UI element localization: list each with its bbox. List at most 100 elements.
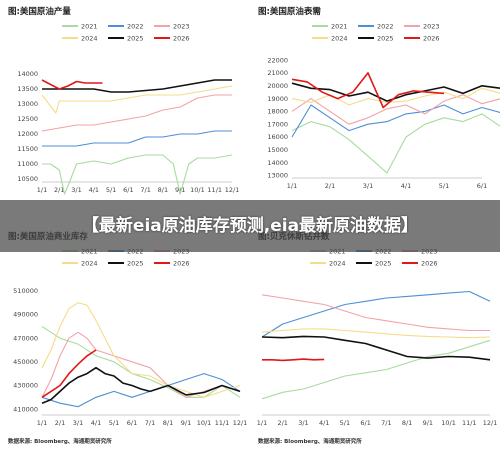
y-tick-label: 11000 (17, 160, 38, 168)
legend-item: 2024 (310, 260, 346, 268)
legend-item: 2026 (402, 260, 438, 268)
x-tick-label: 11/1 (215, 419, 230, 427)
legend-label: 2026 (423, 35, 440, 43)
legend-item: 2024 (62, 260, 98, 268)
y-tick-label: 13000 (267, 172, 288, 180)
legend-label: 2023 (173, 23, 190, 31)
x-tick-label: 1/1 (257, 419, 267, 427)
x-tick-label: 9/1 (423, 419, 433, 427)
y-tick-label: 15000 (267, 146, 288, 154)
series-line-2025 (261, 335, 491, 361)
legend-label: 2021 (81, 23, 98, 31)
legend-item: 2024 (62, 35, 98, 43)
legend-label: 2026 (173, 260, 190, 268)
series-line-2022 (261, 290, 491, 338)
chart-baker-hughes-rigs: 图:贝克休斯钻井数2021202220232024202520261/12/13… (257, 231, 498, 445)
x-tick-label: 7/1 (145, 419, 155, 427)
legend-label: 2022 (377, 23, 394, 31)
x-tick-label: 3/1 (71, 186, 81, 194)
x-tick-label: 1/1 (37, 419, 47, 427)
y-tick-label: 13500 (17, 85, 38, 93)
y-tick-label: 17000 (267, 120, 288, 128)
x-tick-label: 2/1 (325, 182, 335, 190)
legend-label: 2025 (127, 35, 144, 43)
chart-title: 图:美国原油表需 (258, 6, 321, 17)
legend-item: 2022 (358, 23, 394, 31)
y-tick-label: 410000 (13, 405, 38, 413)
legend-item: 2026 (154, 260, 190, 268)
series-line-2022 (291, 104, 500, 138)
x-tick-label: 11/1 (462, 419, 477, 427)
x-tick-label: 7/1 (140, 186, 150, 194)
y-tick-label: 13000 (17, 100, 38, 108)
legend-item: 2024 (312, 35, 348, 43)
legend-item: 2023 (154, 23, 190, 31)
x-tick-label: 6/1 (123, 186, 133, 194)
series-line-2024 (41, 85, 233, 114)
y-tick-label: 19000 (267, 95, 288, 103)
chart-panel-demand: 图:美国原油表需 2021 2022 2023 2024 2025 2026 13000 140… (250, 0, 500, 225)
legend-item: 2023 (404, 23, 440, 31)
x-tick-label: 4/1 (91, 419, 101, 427)
x-tick-label: 8/1 (402, 419, 412, 427)
legend-item: 2026 (154, 35, 190, 43)
series-line-2022 (42, 130, 232, 147)
series-line-2021 (291, 113, 500, 174)
data-source-note: 数据来源: Bloomberg、海通期货研究所 (8, 437, 112, 445)
x-tick-label: 9/1 (181, 419, 191, 427)
series-line-2023 (291, 94, 500, 125)
y-tick-label: 14000 (267, 159, 288, 167)
y-tick-label: 470000 (13, 334, 38, 342)
series-line-2021 (42, 154, 233, 195)
title-banner: 【最新eia原油库存预测,eia最新原油数据】 (0, 200, 500, 252)
legend-label: 2021 (331, 23, 348, 31)
series-line-2025 (42, 79, 232, 93)
series-line-2026 (262, 358, 325, 362)
series-line-2021 (41, 325, 241, 398)
y-tick-label: 20000 (267, 82, 288, 90)
legend-label: 2025 (127, 260, 144, 268)
legend-label: 2024 (81, 260, 98, 268)
chart-us-commercial-inventory: 图:美国原油商业库存202120222023202420252026410000… (8, 231, 248, 445)
x-tick-label: 12/1 (233, 419, 248, 427)
y-tick-label: 510000 (13, 287, 38, 295)
series-line-2025 (291, 82, 500, 102)
x-tick-label: 2/1 (55, 419, 65, 427)
chart-us-crude-production: 图:美国原油产量 2021 2022 2023 2024 2025 2026 10500 110… (8, 6, 239, 195)
y-tick-label: 490000 (13, 311, 38, 319)
series-line-2026 (41, 349, 97, 398)
series-line-2022 (41, 373, 241, 408)
x-tick-label: 2/1 (54, 186, 64, 194)
x-tick-label: 8/1 (163, 419, 173, 427)
legend-item: 2025 (356, 260, 392, 268)
legend-item: 2022 (108, 23, 144, 31)
legend-label: 2024 (329, 260, 346, 268)
legend-item: 2021 (62, 23, 98, 31)
banner-title: 【最新eia原油库存预测,eia最新原油数据】 (81, 216, 419, 236)
x-tick-label: 9/1 (175, 186, 185, 194)
series-line-2026 (291, 72, 445, 109)
legend-label: 2023 (423, 23, 440, 31)
legend-label: 2024 (81, 35, 98, 43)
x-tick-label: 10/1 (190, 186, 205, 194)
y-tick-label: 11500 (17, 145, 38, 153)
chart-title: 图:美国原油产量 (8, 6, 71, 17)
legend-item: 2021 (312, 23, 348, 31)
legend-label: 2025 (375, 260, 392, 268)
x-tick-label: 6/1 (360, 419, 370, 427)
chart-panel-inventory: 图:美国原油商业库存202120222023202420252026410000… (0, 225, 250, 450)
x-tick-label: 6/1 (477, 182, 487, 190)
data-source-note: 数据来源: Bloomberg、海通期货研究所 (258, 437, 362, 445)
x-tick-label: 4/1 (319, 419, 329, 427)
x-tick-label: 5/1 (106, 186, 116, 194)
legend-item: 2025 (358, 35, 394, 43)
legend-label: 2022 (127, 23, 144, 31)
x-tick-label: 5/1 (439, 182, 449, 190)
x-tick-label: 1/1 (287, 182, 297, 190)
y-tick-label: 18000 (267, 108, 288, 116)
x-tick-label: 12/1 (483, 419, 498, 427)
x-tick-label: 5/1 (109, 419, 119, 427)
x-tick-label: 8/1 (158, 186, 168, 194)
legend-label: 2025 (377, 35, 394, 43)
x-tick-label: 6/1 (127, 419, 137, 427)
